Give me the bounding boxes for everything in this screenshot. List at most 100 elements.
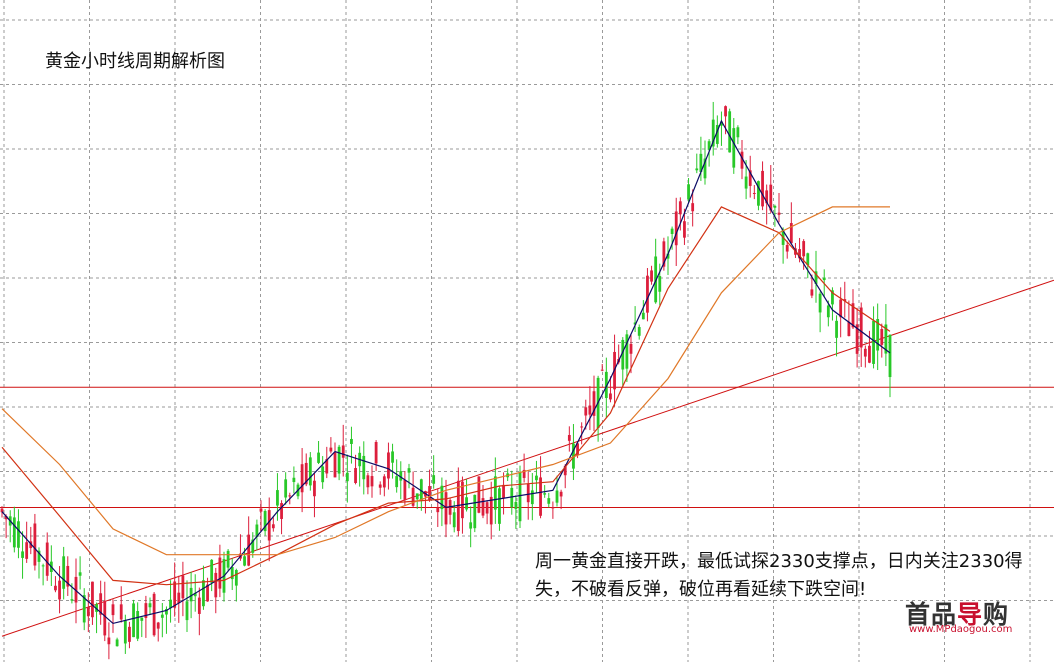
- candle-body: [156, 622, 160, 629]
- candle-body: [678, 201, 682, 215]
- candle-body: [740, 151, 744, 169]
- candle-body: [715, 124, 719, 144]
- candle-body: [880, 329, 884, 345]
- ma-line-ma-slow: [1, 206, 890, 556]
- candle-body: [625, 334, 629, 369]
- candle-body: [111, 604, 115, 616]
- candle-body: [337, 446, 341, 474]
- candle-body: [259, 508, 263, 512]
- candle-body: [193, 593, 197, 597]
- candle-body: [284, 479, 288, 498]
- candle-body: [703, 158, 707, 179]
- chart-title: 黄金小时线周期解析图: [45, 51, 225, 72]
- candle-body: [107, 637, 111, 645]
- candle-body: [547, 498, 551, 504]
- candle-body: [54, 585, 57, 591]
- candle-body: [477, 476, 481, 513]
- candle-body: [378, 484, 382, 488]
- candle-body: [576, 443, 579, 456]
- candle-body: [711, 119, 715, 147]
- candle-body: [407, 468, 411, 473]
- candle-body: [70, 599, 74, 601]
- candle-body: [707, 141, 711, 150]
- candle-body: [432, 475, 436, 484]
- candle-body: [119, 604, 123, 620]
- candle-body: [37, 550, 41, 562]
- candle-body: [785, 245, 789, 252]
- candle-body: [17, 521, 20, 548]
- candle-body: [724, 106, 727, 117]
- candle-body: [169, 599, 172, 609]
- candle-body: [214, 572, 218, 598]
- candle-body: [210, 559, 214, 583]
- candle-body: [181, 575, 185, 599]
- candle-body: [165, 609, 168, 615]
- candle-body: [325, 459, 329, 474]
- candle-body: [514, 501, 518, 510]
- candle-body: [62, 556, 66, 589]
- candle-body: [489, 496, 493, 525]
- candle-body: [522, 469, 526, 478]
- candle-body: [58, 580, 61, 600]
- candle-body: [123, 620, 127, 644]
- candle-body: [637, 327, 641, 336]
- candle-body: [851, 303, 855, 328]
- candle-body: [41, 565, 45, 567]
- candle-body: [584, 407, 588, 416]
- candle-body: [292, 477, 296, 483]
- analysis-annotation: 周一黄金直接开跌，最低试探2330支撑点，日内关注2330得失，不破看反弹，破位…: [535, 551, 1023, 600]
- candle-body: [806, 253, 810, 266]
- candle-body: [197, 597, 201, 614]
- candle-body: [387, 452, 390, 479]
- candle-body: [604, 371, 608, 398]
- candle-body: [271, 524, 275, 529]
- candle-body: [691, 203, 695, 212]
- candle-body: [374, 442, 378, 464]
- candle-body: [280, 503, 283, 519]
- candle-body: [263, 511, 267, 532]
- candle-body: [650, 270, 653, 282]
- candle-body: [333, 452, 337, 478]
- candle-body: [304, 462, 308, 485]
- candle-body: [831, 290, 834, 305]
- candle-body: [4, 516, 8, 520]
- candles: [0, 101, 892, 660]
- candle-body: [469, 522, 473, 529]
- candle-body: [658, 276, 662, 292]
- logo-name: 首品导购: [905, 595, 1009, 631]
- candle-body: [843, 299, 847, 302]
- candle-body: [888, 334, 892, 378]
- candle-body: [863, 348, 867, 357]
- candle-body: [510, 487, 514, 508]
- candle-body: [243, 556, 246, 566]
- candle-body: [91, 581, 94, 618]
- candle-body: [884, 324, 888, 354]
- candle-body: [777, 212, 781, 215]
- candle-body: [872, 320, 875, 364]
- candle-body: [103, 600, 107, 636]
- candle-body: [448, 500, 452, 515]
- horizontal-levels: [0, 386, 1054, 508]
- candle-body: [345, 472, 349, 482]
- candle-body: [847, 321, 851, 337]
- candle-body: [621, 339, 625, 370]
- candle-body: [12, 517, 16, 548]
- candle-body: [543, 493, 547, 495]
- candle-body: [835, 320, 838, 338]
- candle-body: [502, 484, 505, 498]
- candle-body: [329, 447, 333, 452]
- candle-body: [78, 572, 82, 576]
- candle-body: [818, 293, 822, 313]
- candle-body: [202, 580, 205, 607]
- candle-body: [148, 603, 152, 608]
- candle-body: [230, 567, 234, 580]
- candle-body: [761, 170, 764, 207]
- candle-body: [744, 176, 748, 189]
- candle-body: [518, 472, 522, 522]
- logo-name-left: 首品: [905, 600, 958, 629]
- candle-body: [683, 221, 686, 238]
- candle-body: [436, 507, 440, 513]
- candle-body: [444, 492, 448, 525]
- candle-body: [313, 480, 316, 497]
- candle-body: [255, 524, 259, 537]
